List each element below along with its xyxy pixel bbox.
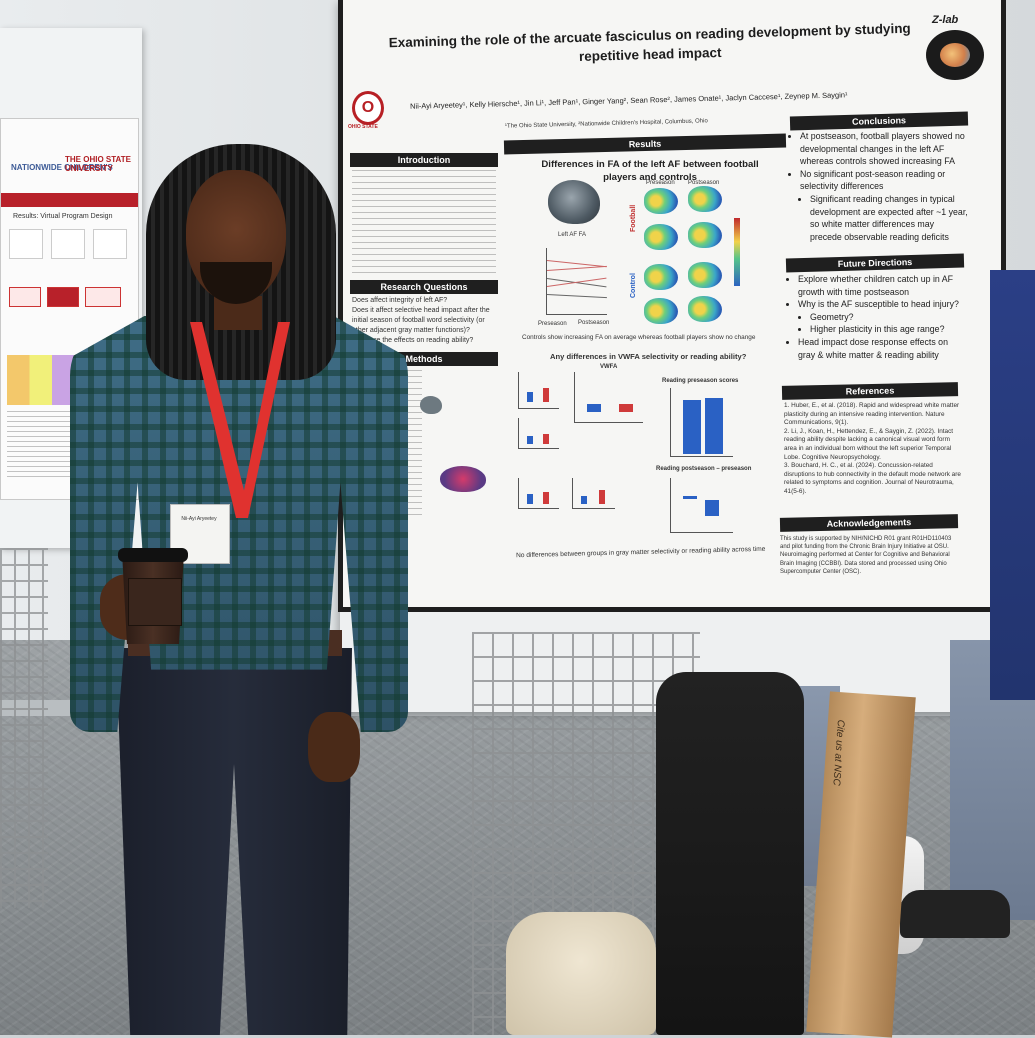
introduction-text: [352, 170, 496, 276]
reference-item: 1. Huber, E., et al. (2018). Rapid and w…: [784, 402, 960, 427]
nationwide-logo: NATIONWIDE CHILDREN'S: [11, 163, 113, 172]
control-label: Control: [630, 273, 637, 298]
left-af-fa-label: Left AF FA: [558, 232, 587, 238]
coffee-cup-lid: [118, 548, 188, 562]
left-poster-header: NATIONWIDE CHILDREN'S THE OHIO STATE UNI…: [5, 123, 133, 195]
subject-line: [546, 294, 607, 299]
conclusion-item: No significant post-season reading or se…: [800, 168, 968, 193]
osu-logo-text: THE OHIO STATE UNIVERSITY: [65, 155, 131, 173]
osu-wordmark: OHIO STATE: [348, 124, 378, 130]
chart-bar: [527, 392, 533, 402]
chart-bar: [683, 496, 697, 499]
chart-bar: [543, 434, 549, 444]
chart-bar: [527, 436, 533, 444]
reading-diff-label: Reading postseason – preseason: [656, 466, 752, 472]
section-introduction: Introduction: [350, 153, 498, 167]
name-badge-text: Nii-Ayi Aryeetey: [181, 516, 217, 522]
references-list: 1. Huber, E., et al. (2018). Rapid and w…: [784, 402, 964, 497]
left-poster-box: [47, 287, 79, 307]
chart-bar: [587, 404, 601, 412]
zlab-label: Z-lab: [932, 14, 959, 26]
chart-bar: [543, 492, 549, 504]
osu-block-o-icon: O: [352, 91, 384, 125]
fa-caption: Controls show increasing FA on average w…: [522, 334, 756, 341]
methods-brain-icon: [420, 396, 442, 414]
left-poster-band: [1, 193, 138, 207]
small-chart: [518, 418, 559, 449]
postseason-header: Postseason: [688, 180, 720, 186]
fa-map-brain-icon: [644, 224, 678, 250]
methods-activation-brain-icon: [440, 466, 486, 492]
football-label: Football: [630, 204, 637, 232]
reading-diff-chart: [670, 478, 733, 533]
right-person-shoe: [900, 890, 1010, 938]
future-item: Geometry?: [810, 311, 966, 324]
future-item: Head impact dose response effects on gra…: [798, 336, 966, 361]
chart-bar: [599, 490, 605, 504]
coffee-cup-sleeve: [128, 578, 182, 626]
left-af-brain-icon: [548, 180, 600, 224]
chart-bar: [581, 496, 587, 504]
fa-map-brain-icon: [688, 296, 722, 322]
fa-map-brain-icon: [644, 264, 678, 290]
left-poster-results-label: Results: Virtual Program Design: [13, 213, 113, 220]
acknowledgements-text: This study is supported by NIH/NICHD R01…: [780, 536, 952, 575]
rq-item: What are the effects on reading ability?: [352, 337, 474, 344]
fa-map-brain-icon: [688, 222, 722, 248]
chart-bar: [683, 400, 701, 454]
fa-map-brain-icon: [644, 298, 678, 324]
conclusion-item: At postseason, football players showed n…: [800, 130, 968, 168]
results-subtitle: Differences in FA of the left AF between…: [541, 159, 759, 183]
vwfa-selectivity-chart: [574, 372, 643, 423]
conclusions-list: At postseason, football players showed n…: [790, 130, 968, 243]
small-chart: [572, 478, 615, 509]
rq-item: Does affect integrity of left AF?: [352, 297, 448, 304]
left-poster-box: [9, 287, 41, 307]
reference-item: 2. Li, J., Koan, H., Hettendez, E., & Sa…: [784, 427, 954, 461]
backpack: [506, 912, 656, 1035]
chart-bar: [619, 404, 633, 412]
fa-line-plot: [546, 248, 607, 315]
future-directions-list: Explore whether children catch up in AF …: [788, 273, 966, 361]
left-poster-tile: [51, 229, 85, 259]
fa-map-brain-icon: [688, 262, 722, 288]
line-plot-preseason: Preseason: [538, 321, 567, 327]
small-chart: [518, 478, 559, 509]
presenter-right-hand: [308, 712, 360, 782]
left-poster-box: [85, 287, 121, 307]
subject-line: [546, 265, 607, 271]
future-item: Why is the AF susceptible to head injury…: [798, 298, 966, 311]
reading-preseason-chart: [670, 388, 733, 457]
chart-bar: [543, 388, 549, 402]
vwfa-label: VWFA: [600, 364, 618, 370]
left-wire-rack: [0, 548, 48, 908]
left-poster-tile: [9, 229, 43, 259]
hanging-jacket: [656, 672, 804, 1035]
fa-colorbar: [734, 218, 740, 286]
rq-item: Does it affect selective head impact aft…: [352, 307, 490, 334]
line-plot-postseason: Postseason: [578, 320, 610, 326]
chart-bar: [705, 398, 723, 454]
reading-preseason-label: Reading preseason scores: [662, 378, 739, 384]
reference-item: 3. Bouchard, H. C., et al. (2024). Concu…: [784, 462, 961, 495]
section-research-questions: Research Questions: [350, 280, 498, 294]
preseason-header: Preseason: [646, 180, 675, 186]
chart-bar: [705, 500, 719, 516]
future-item: Explore whether children catch up in AF …: [798, 273, 966, 298]
fa-map-brain-icon: [688, 186, 722, 212]
zlab-brain-icon: [926, 30, 984, 80]
chart-bar: [527, 494, 533, 504]
right-person-jacket: [990, 270, 1035, 700]
left-poster-tile: [93, 229, 127, 259]
vwfa-chart: [518, 372, 559, 409]
conclusion-item: Significant reading changes in typical d…: [810, 193, 968, 243]
research-questions-list: Does affect integrity of left AF? Does i…: [352, 296, 496, 346]
future-item: Higher plasticity in this age range?: [810, 323, 966, 336]
fa-map-brain-icon: [644, 188, 678, 214]
results-question: Any differences in VWFA selectivity or r…: [550, 352, 747, 361]
